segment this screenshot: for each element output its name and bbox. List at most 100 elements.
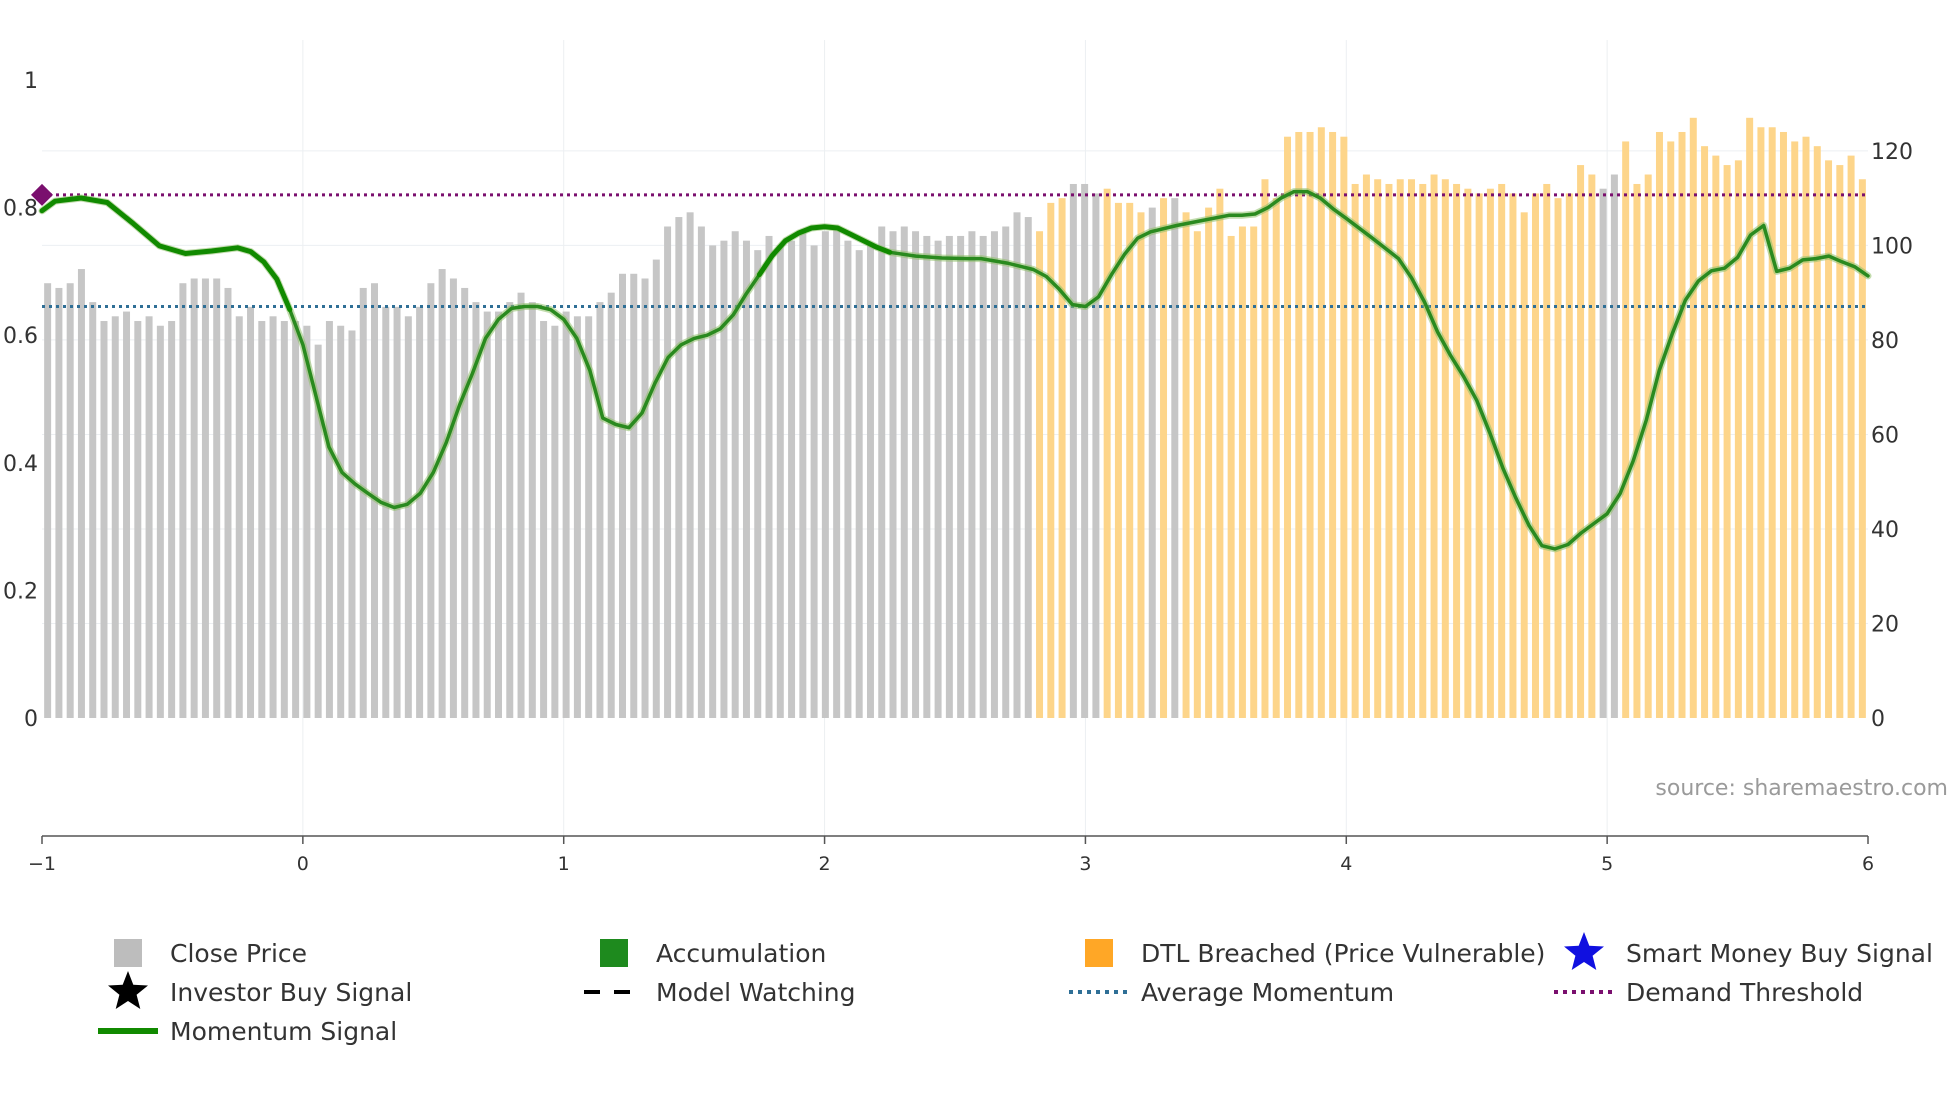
close-price-bar [810, 245, 818, 718]
legend-item-investor-buy-signal: Investor Buy Signal [108, 971, 412, 1009]
close-price-bar [945, 235, 953, 718]
close-price-bar [201, 278, 209, 718]
close-price-bar [44, 283, 52, 718]
close-price-bar [156, 325, 164, 718]
dtl-breached-bar [1768, 127, 1776, 718]
close-price-bar [776, 245, 784, 718]
legend-item-momentum-signal: Momentum Signal [98, 1017, 397, 1046]
legend-label: Average Momentum [1141, 978, 1394, 1007]
close-price-bar [393, 306, 401, 718]
close-price-bar [168, 321, 176, 718]
close-price-bar [923, 235, 931, 718]
close-price-bar [123, 311, 131, 718]
close-price-bar [754, 250, 762, 718]
close-price-bar [416, 306, 424, 718]
dtl-breached-bar [1565, 193, 1573, 718]
close-price-bar [495, 311, 502, 718]
dtl-breached-bar [1723, 165, 1731, 719]
dtl-breached-bar [1498, 183, 1506, 719]
dtl-breached-bar [1779, 131, 1787, 719]
close-price-bar [427, 283, 435, 718]
close-price-bar [1081, 183, 1089, 719]
close-price-bar [111, 316, 119, 718]
close-price-bar [720, 240, 728, 718]
right-y-tick-label: 120 [1871, 140, 1913, 165]
close-price-bar [889, 231, 897, 719]
close-price-bar [641, 278, 649, 718]
legend-label: Model Watching [656, 978, 856, 1007]
dtl-breached-bar [1622, 141, 1630, 719]
close-price-bar [1610, 174, 1618, 718]
close-price-bar [1599, 188, 1607, 718]
x-tick-label: 5 [1601, 853, 1613, 875]
close-price-bar [1069, 183, 1077, 719]
close-price-bar [686, 212, 694, 718]
close-price-bar [585, 316, 593, 718]
dtl-breached-bar [1227, 235, 1235, 718]
price-bars [44, 117, 1866, 719]
dtl-breached-bar [1464, 188, 1472, 718]
dtl-breached-bar [1216, 188, 1224, 718]
close-price-bar [337, 325, 345, 718]
dtl-breached-bar [1757, 127, 1765, 718]
legend-swatch [600, 939, 628, 967]
right-y-tick-label: 40 [1871, 518, 1899, 543]
legend-label: DTL Breached (Price Vulnerable) [1141, 939, 1545, 968]
dtl-breached-bar [1734, 160, 1742, 718]
close-price-bar [990, 231, 998, 719]
momentum-accumulation-segment [756, 224, 893, 278]
legend-item-model-watching: Model Watching [584, 978, 856, 1007]
close-price-bar [607, 292, 615, 718]
legend-label: Investor Buy Signal [170, 978, 412, 1007]
dtl-breached-bar [1554, 198, 1562, 719]
close-price-bar [596, 302, 604, 718]
x-tick-label: −1 [28, 853, 56, 875]
close-price-bar [912, 231, 920, 719]
close-price-bar [799, 231, 807, 719]
close-price-bar [1092, 193, 1100, 718]
close-price-bar [145, 316, 153, 718]
close-price-bar [258, 321, 266, 718]
dtl-breached-bar [1588, 174, 1596, 718]
close-price-bar [438, 269, 446, 718]
close-price-bar [404, 316, 412, 718]
left-y-tick-label: 0 [24, 707, 38, 732]
close-price-bar [506, 302, 514, 718]
close-price-bar [1002, 226, 1010, 718]
close-price-bar [788, 240, 796, 718]
close-price-bar [957, 235, 965, 718]
close-price-bar [618, 273, 626, 718]
dtl-breached-bar [1306, 131, 1314, 719]
close-price-bar [562, 311, 570, 718]
dtl-breached-bar [1250, 226, 1258, 718]
close-price-bar [731, 231, 739, 719]
close-price-bar [934, 240, 942, 718]
momentum-signal-line [40, 189, 1870, 551]
dtl-breached-bar [1408, 179, 1415, 718]
close-price-bar [359, 287, 367, 718]
dtl-breached-bar [1689, 117, 1697, 718]
right-y-tick-label: 100 [1871, 234, 1913, 259]
legend-item-dtl-breached-price-vulnerable: DTL Breached (Price Vulnerable) [1085, 939, 1545, 968]
dtl-breached-bar [1430, 174, 1438, 718]
left-y-tick-label: 0.6 [3, 324, 38, 349]
close-price-bar [968, 231, 976, 719]
dtl-breached-bar [1329, 131, 1337, 719]
close-price-bar [844, 240, 852, 718]
dtl-breached-bar [1520, 212, 1528, 718]
close-price-bar [213, 278, 221, 718]
dtl-breached-bar [1160, 198, 1168, 719]
close-price-bar [675, 217, 683, 718]
close-price-bar [247, 306, 255, 718]
legend-label: Smart Money Buy Signal [1626, 939, 1933, 968]
close-price-bar [866, 245, 874, 718]
close-price-bar [449, 278, 457, 718]
dtl-breached-bar [1813, 146, 1821, 718]
x-tick-label: 2 [819, 853, 831, 875]
close-price-bar [1013, 212, 1021, 718]
dtl-breached-bar [1317, 127, 1325, 718]
dtl-breached-bar [1475, 193, 1483, 718]
legend-swatch [114, 939, 142, 967]
close-price-bar [573, 316, 581, 718]
dtl-breached-bar [1667, 141, 1675, 719]
